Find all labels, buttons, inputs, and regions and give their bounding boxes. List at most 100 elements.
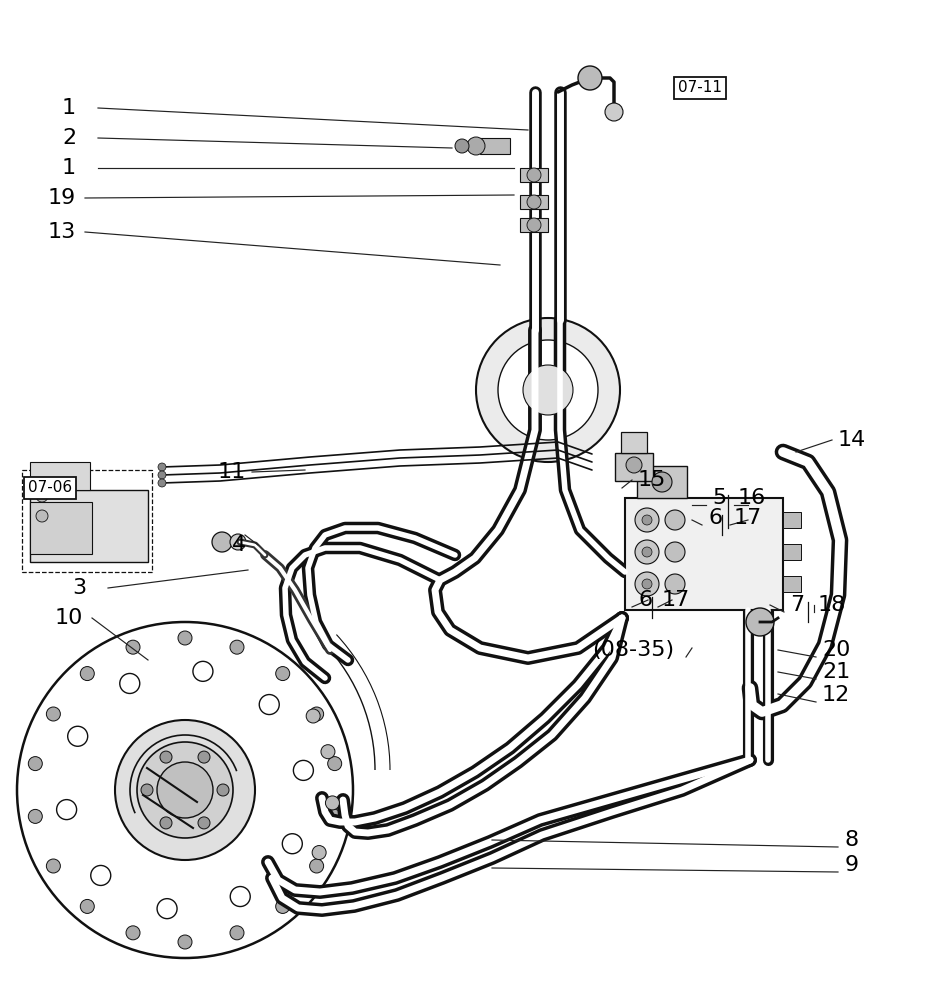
Text: 4: 4 <box>232 535 246 555</box>
Bar <box>520 195 548 209</box>
Circle shape <box>527 168 541 182</box>
Circle shape <box>746 608 774 636</box>
Circle shape <box>467 137 485 155</box>
Circle shape <box>36 490 48 502</box>
Circle shape <box>198 817 210 829</box>
Circle shape <box>306 709 320 723</box>
Circle shape <box>56 800 77 820</box>
Text: 1: 1 <box>62 158 76 178</box>
Text: 17: 17 <box>734 508 762 528</box>
Circle shape <box>476 318 620 462</box>
Circle shape <box>498 340 598 440</box>
Circle shape <box>328 757 342 771</box>
Text: 07-11: 07-11 <box>678 81 722 96</box>
Circle shape <box>527 195 541 209</box>
Circle shape <box>198 751 210 763</box>
Circle shape <box>293 760 314 780</box>
Circle shape <box>326 796 340 810</box>
Text: 13: 13 <box>48 222 76 242</box>
Text: 6: 6 <box>708 508 723 528</box>
Text: 17: 17 <box>662 590 690 610</box>
Circle shape <box>91 865 110 885</box>
Circle shape <box>642 547 652 557</box>
Circle shape <box>158 479 166 487</box>
Circle shape <box>527 218 541 232</box>
Circle shape <box>178 935 192 949</box>
Text: 6: 6 <box>638 590 652 610</box>
Circle shape <box>642 579 652 589</box>
Bar <box>480 138 510 154</box>
Bar <box>615 453 653 481</box>
Circle shape <box>230 640 244 654</box>
Text: 8: 8 <box>845 830 859 850</box>
Circle shape <box>36 510 48 522</box>
Circle shape <box>178 631 192 645</box>
Circle shape <box>665 574 685 594</box>
Bar <box>22 470 152 572</box>
Circle shape <box>67 726 88 746</box>
Bar <box>30 490 148 562</box>
Circle shape <box>126 640 140 654</box>
Bar <box>621 432 647 453</box>
Circle shape <box>321 745 335 759</box>
Circle shape <box>28 809 42 823</box>
Circle shape <box>635 572 659 596</box>
Circle shape <box>230 534 246 550</box>
Circle shape <box>158 471 166 479</box>
Circle shape <box>455 139 469 153</box>
Circle shape <box>137 742 233 838</box>
Text: 5: 5 <box>712 488 726 508</box>
Bar <box>637 466 687 498</box>
Circle shape <box>126 926 140 940</box>
Text: 21: 21 <box>822 662 850 682</box>
Bar <box>520 168 548 182</box>
Circle shape <box>120 673 139 693</box>
Text: 07-06: 07-06 <box>28 481 72 495</box>
Text: 18: 18 <box>818 595 846 615</box>
Circle shape <box>28 757 42 771</box>
Text: 14: 14 <box>838 430 866 450</box>
Circle shape <box>230 887 250 907</box>
Text: 11: 11 <box>218 462 246 482</box>
Text: 2: 2 <box>62 128 76 148</box>
Circle shape <box>80 899 95 913</box>
Text: 12: 12 <box>822 685 850 705</box>
Text: (08-35): (08-35) <box>592 640 674 660</box>
Circle shape <box>578 66 602 90</box>
Circle shape <box>259 695 279 715</box>
Text: 15: 15 <box>638 470 666 490</box>
Circle shape <box>17 622 353 958</box>
Circle shape <box>665 510 685 530</box>
Text: 9: 9 <box>845 855 859 875</box>
Text: 16: 16 <box>738 488 767 508</box>
Circle shape <box>160 817 172 829</box>
Text: 3: 3 <box>72 578 86 598</box>
Bar <box>30 502 92 554</box>
Bar <box>625 498 783 610</box>
Circle shape <box>157 762 213 818</box>
Circle shape <box>47 859 60 873</box>
Circle shape <box>642 515 652 525</box>
Circle shape <box>115 720 255 860</box>
Circle shape <box>283 834 302 854</box>
Circle shape <box>157 899 177 919</box>
Circle shape <box>652 472 672 492</box>
Text: 7: 7 <box>790 595 804 615</box>
Text: 20: 20 <box>822 640 851 660</box>
Circle shape <box>310 707 324 721</box>
Circle shape <box>217 784 229 796</box>
Circle shape <box>523 365 573 415</box>
Circle shape <box>635 508 659 532</box>
Circle shape <box>276 667 290 681</box>
Text: 19: 19 <box>48 188 76 208</box>
Circle shape <box>312 846 326 860</box>
Circle shape <box>47 707 60 721</box>
Circle shape <box>310 859 324 873</box>
Circle shape <box>141 784 153 796</box>
Circle shape <box>160 751 172 763</box>
Circle shape <box>158 463 166 471</box>
Circle shape <box>605 103 623 121</box>
Circle shape <box>665 542 685 562</box>
Circle shape <box>626 457 642 473</box>
Bar <box>783 544 801 560</box>
